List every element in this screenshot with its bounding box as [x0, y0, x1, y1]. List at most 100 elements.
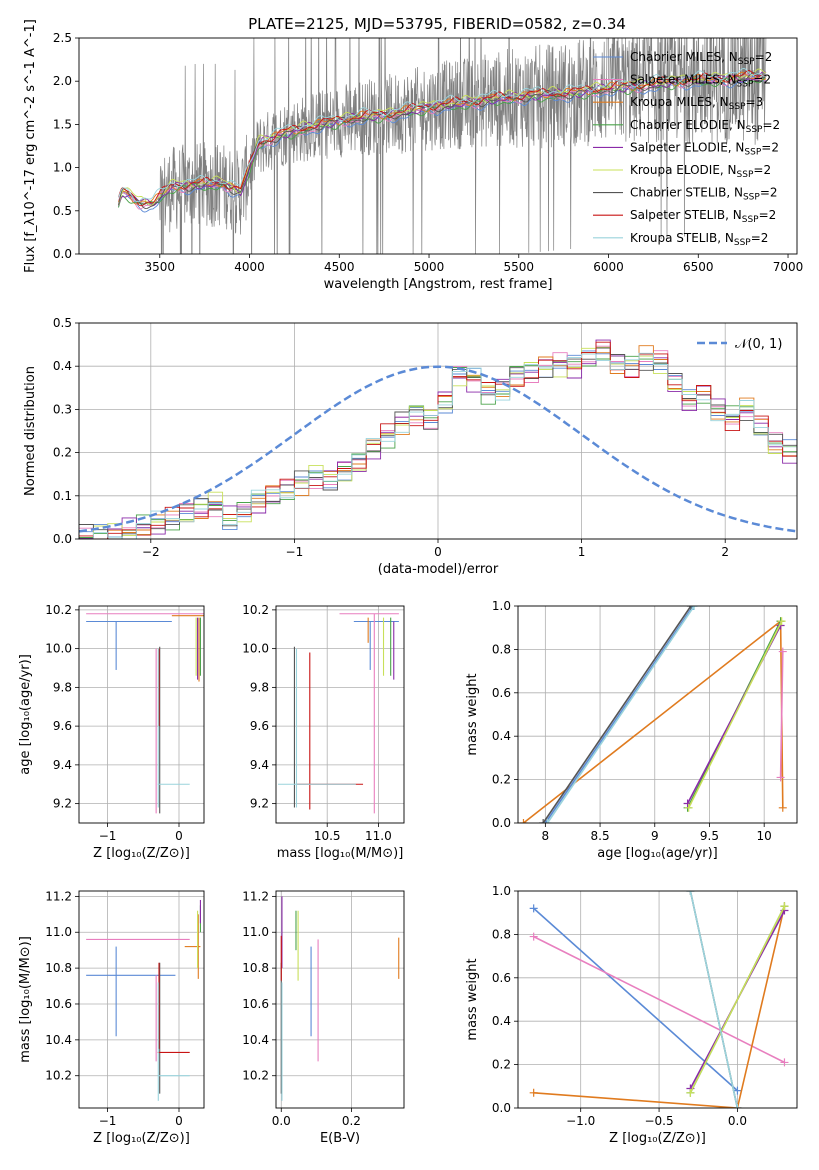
legend-entry: Kroupa ELODIE, NSSP=2: [630, 163, 771, 180]
panel-age-vs-Z: −1 0 9.2 9.4 9.6 9.8 10.0 10.2 Z [log₁₀(Z/Z⊙)] ag…: [18, 603, 205, 861]
legend-entry: Chabrier STELIB, NSSP=2: [630, 186, 778, 203]
y-tick-label: 1.0: [53, 161, 72, 175]
legend-label: Salpeter STELIB, N: [630, 208, 742, 222]
legend-suffix: =3: [746, 95, 764, 109]
x-tick-label: 7000: [773, 260, 804, 274]
y-tick-label: 2.5: [53, 31, 72, 45]
plot-area: [86, 613, 204, 814]
weight-marker-salpeter-miles: [780, 1058, 789, 1067]
weight-marker-kroupa-stelib: [690, 606, 699, 610]
y-axis-label: Flux [f_λ10^-17 erg cm^-2 s^-1 A^-1]: [23, 19, 38, 273]
y-tick-label: 10.4: [242, 1033, 269, 1047]
weight-marker-chabrier-stelib: [686, 606, 695, 610]
x-tick-label: 9: [651, 829, 659, 843]
legend-entry: Chabrier MILES, NSSP=2: [630, 50, 772, 67]
x-tick-label: −1: [99, 829, 117, 843]
x-tick-label: 10: [757, 829, 772, 843]
normal-curve: [79, 365, 797, 533]
model-line-kroupa-elodie: [118, 68, 767, 206]
y-tick-label: 10.0: [45, 642, 72, 656]
x-tick-label: 0.2: [342, 1114, 361, 1128]
weight-marker-chabrier-miles: [733, 1086, 742, 1095]
y-tick-label: 9.2: [53, 797, 72, 811]
y-tick-label: 0.0: [53, 247, 72, 261]
weight-line-kroupa-miles: [533, 906, 786, 1108]
plot-area: [278, 613, 399, 814]
axes-frame: [275, 605, 405, 824]
y-tick-label: 9.2: [250, 797, 269, 811]
weight-marker-chabrier-stelib: [539, 819, 548, 823]
legend-suffix: =2: [753, 163, 771, 177]
y-tick-label: 10.8: [45, 961, 72, 975]
x-tick-label: 8.5: [591, 829, 610, 843]
legend-entry: Salpeter MILES, NSSP=2: [630, 73, 771, 90]
y-tick-label: 0.6: [492, 686, 511, 700]
legend-label: 𝒩(0, 1): [735, 337, 782, 352]
y-tick-label: 0.1: [53, 489, 72, 503]
y-tick-label: 11.2: [45, 889, 72, 903]
y-axis-label: mass weight: [465, 958, 480, 1040]
x-axis-label: Z [log₁₀(Z/Z⊙)]: [93, 1131, 190, 1146]
x-tick-label: 9.5: [700, 829, 719, 843]
y-tick-label: 9.8: [53, 680, 72, 694]
legend-entry: Kroupa STELIB, NSSP=2: [630, 231, 768, 248]
weight-marker-kroupa-miles: [778, 803, 787, 812]
panel-age-vs-mass: 10.5 11.0 9.2 9.4 9.6 9.8 10.0 10.2 mass [log₁₀(…: [242, 603, 405, 861]
y-axis-label: Normed distribution: [23, 366, 38, 496]
legend-sub: SSP: [737, 170, 754, 180]
y-tick-label: 0.2: [492, 773, 511, 787]
y-tick-label: 11.0: [242, 925, 269, 939]
plot-area: [79, 339, 797, 539]
x-tick-label: 6000: [593, 260, 624, 274]
legend-entry: Salpeter STELIB, NSSP=2: [630, 208, 776, 225]
legend-label: Salpeter MILES, N: [630, 73, 737, 87]
y-tick-label: 0.2: [53, 446, 72, 460]
plot-area: [519, 606, 787, 823]
x-tick-label: −1.0: [566, 1114, 595, 1128]
panel-mass-vs-Z: −1 0 10.2 10.4 10.6 10.8 11.0 11.2 Z [log₁₀(Z/Z⊙…: [18, 889, 205, 1146]
legend-label: Salpeter ELODIE, N: [630, 140, 744, 154]
y-tick-label: 0.0: [492, 1101, 511, 1115]
x-tick-label: −0.5: [644, 1114, 673, 1128]
x-axis-label: Z [log₁₀(Z/Z⊙)]: [609, 1131, 706, 1146]
plot-area: [86, 899, 201, 1101]
model-line-kroupa-stelib: [118, 68, 767, 203]
y-tick-label: 10.2: [242, 1069, 269, 1083]
weight-marker-kroupa-elodie: [780, 902, 789, 911]
y-tick-label: 9.6: [250, 719, 269, 733]
weight-line-chabrier-miles: [533, 907, 738, 1092]
weight-line-kroupa-stelib: [689, 891, 739, 1108]
y-tick-label: 10.6: [45, 997, 72, 1011]
panel-weight-vs-Z: −1.0 −0.5 0.0 0.0 0.2 0.4 0.6 0.8 1.0 Z [log₁₀(Z/…: [465, 884, 798, 1146]
weight-marker-kroupa-miles: [519, 819, 528, 823]
legend-suffix: =2: [753, 73, 771, 87]
legend-entry: Salpeter ELODIE, NSSP=2: [630, 140, 779, 157]
y-tick-label: 10.0: [242, 642, 269, 656]
y-tick-label: 0.0: [492, 816, 511, 830]
legend-suffix: =2: [761, 140, 779, 154]
legend-sub: SSP: [738, 57, 755, 67]
legend-entry: Chabrier ELODIE, NSSP=2: [630, 118, 780, 135]
y-tick-label: 2.0: [53, 74, 72, 88]
hist-step-kroupa-stelib: [79, 352, 797, 539]
y-tick-label: 11.2: [242, 889, 269, 903]
legend-suffix: =2: [762, 118, 780, 132]
weight-line-kroupa-miles: [523, 619, 784, 823]
legend-sub: SSP: [729, 102, 746, 112]
panel-weight-vs-age: 8 8.5 9 9.5 10 0.0 0.2 0.4 0.6 0.8 1.0 age [log₁₀(a…: [465, 599, 798, 861]
y-tick-label: 0.5: [53, 204, 72, 218]
axes-frame: [78, 37, 798, 255]
model-line-chabrier-stelib: [118, 72, 767, 210]
y-tick-label: 0.4: [492, 1014, 511, 1028]
x-axis-label: E(B-V): [320, 1131, 360, 1146]
y-axis-label: age [log₁₀(age/yr)]: [18, 654, 33, 775]
y-tick-label: 1.0: [492, 884, 511, 898]
y-tick-label: 0.8: [492, 642, 511, 656]
weight-marker-kroupa-miles: [529, 1088, 538, 1097]
axes-frame: [78, 890, 205, 1109]
y-tick-label: 10.6: [242, 997, 269, 1011]
legend-entry: Kroupa MILES, NSSP=3: [630, 95, 763, 112]
weight-line-kroupa-elodie: [687, 620, 783, 809]
y-tick-label: 10.2: [45, 1069, 72, 1083]
panel-spectrum: 3500 4000 4500 5000 5500 6000 6500 7000 0.0 0.5 1.…: [23, 19, 804, 292]
